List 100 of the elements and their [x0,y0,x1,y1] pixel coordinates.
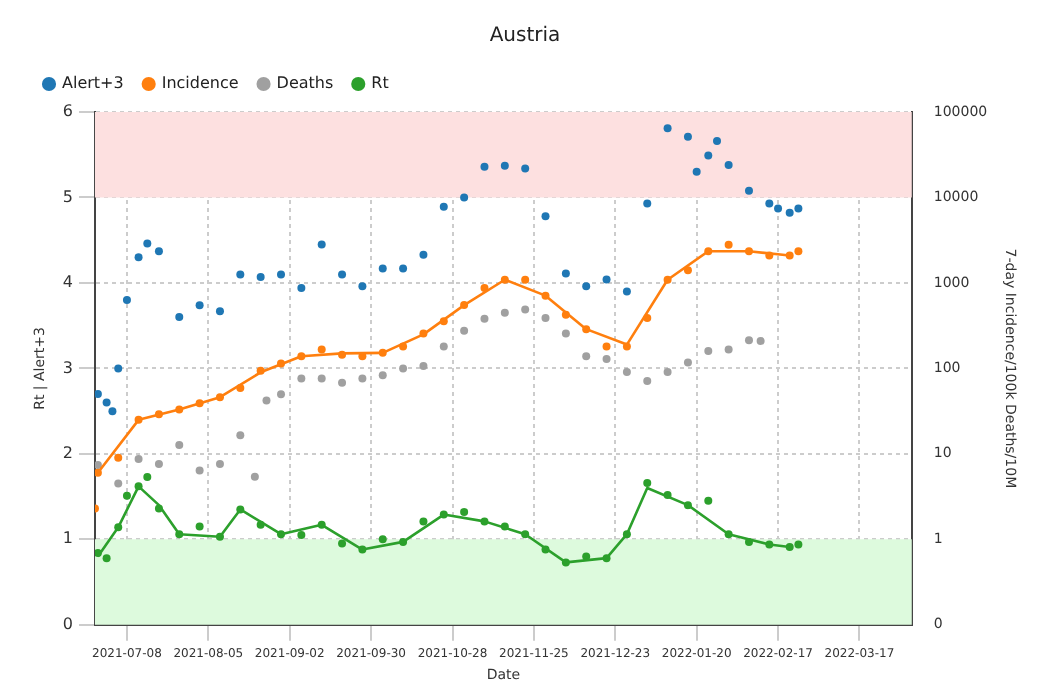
point [297,531,306,540]
point [143,239,152,248]
point [419,250,428,259]
point [297,284,306,293]
point [541,212,550,221]
point [250,472,259,481]
point [175,313,184,322]
point [317,345,326,354]
point [236,431,245,440]
point [582,552,591,561]
point [582,352,591,361]
point [102,398,111,407]
point [602,342,611,351]
point [500,308,509,317]
point [704,346,713,355]
point [724,240,733,249]
point [692,167,701,176]
chart-title: Austria [489,25,561,48]
point [460,193,469,202]
point [439,202,448,211]
point [94,390,102,399]
point [143,472,152,481]
point [378,535,387,544]
point [561,269,570,278]
y-tick-label: 3 [62,358,73,377]
point [582,282,591,291]
point [154,460,163,469]
point [521,275,530,284]
point [480,162,489,171]
point [195,522,204,531]
legend-label: Deaths [276,74,334,93]
y-tick-label: 2 [62,444,73,463]
point [541,313,550,322]
point [419,517,428,526]
point [480,314,489,323]
point [602,275,611,284]
y-tick-label: 6 [62,102,73,121]
point [108,407,117,416]
point [256,272,265,281]
y-tick-label: 4 [62,273,73,292]
y-tick-label: 1 [62,529,73,548]
point [378,371,387,380]
point [439,342,448,351]
point [785,208,794,217]
point [643,478,652,487]
point [724,345,733,354]
point [643,199,652,208]
point [683,132,692,141]
point [154,247,163,256]
point [724,160,733,169]
point [338,539,347,548]
point [277,270,286,279]
y-tick-label: 5 [62,187,73,206]
point [338,270,347,279]
point [602,354,611,363]
point [378,264,387,273]
point [561,329,570,338]
point [794,247,803,256]
point [215,307,224,316]
point [102,554,111,563]
point [460,507,469,516]
point [317,240,326,249]
point [521,305,530,314]
y-tick-label: 0 [62,614,73,633]
point [765,199,774,208]
legend-label: Rt [371,74,389,93]
point [744,186,753,195]
point [704,496,713,505]
point [399,364,408,373]
point [134,455,143,464]
point [317,374,326,383]
point [663,367,672,376]
point [215,460,224,469]
point [114,364,123,373]
point [643,377,652,386]
point [262,396,271,405]
point [94,461,102,470]
point [663,124,672,133]
point [794,540,803,549]
point [236,270,245,279]
point [419,361,428,370]
point [122,296,131,305]
point [683,358,692,367]
point [114,479,123,488]
point [622,287,631,296]
point [297,374,306,383]
legend-label: Incidence [161,74,239,93]
point [195,466,204,475]
point [794,204,803,213]
point [134,253,143,262]
point [399,264,408,273]
point [756,337,765,346]
point [460,326,469,335]
point [358,374,367,383]
point [122,491,131,500]
point [521,164,530,173]
point [622,367,631,376]
point [683,266,692,275]
point [175,441,184,449]
point [500,161,509,170]
